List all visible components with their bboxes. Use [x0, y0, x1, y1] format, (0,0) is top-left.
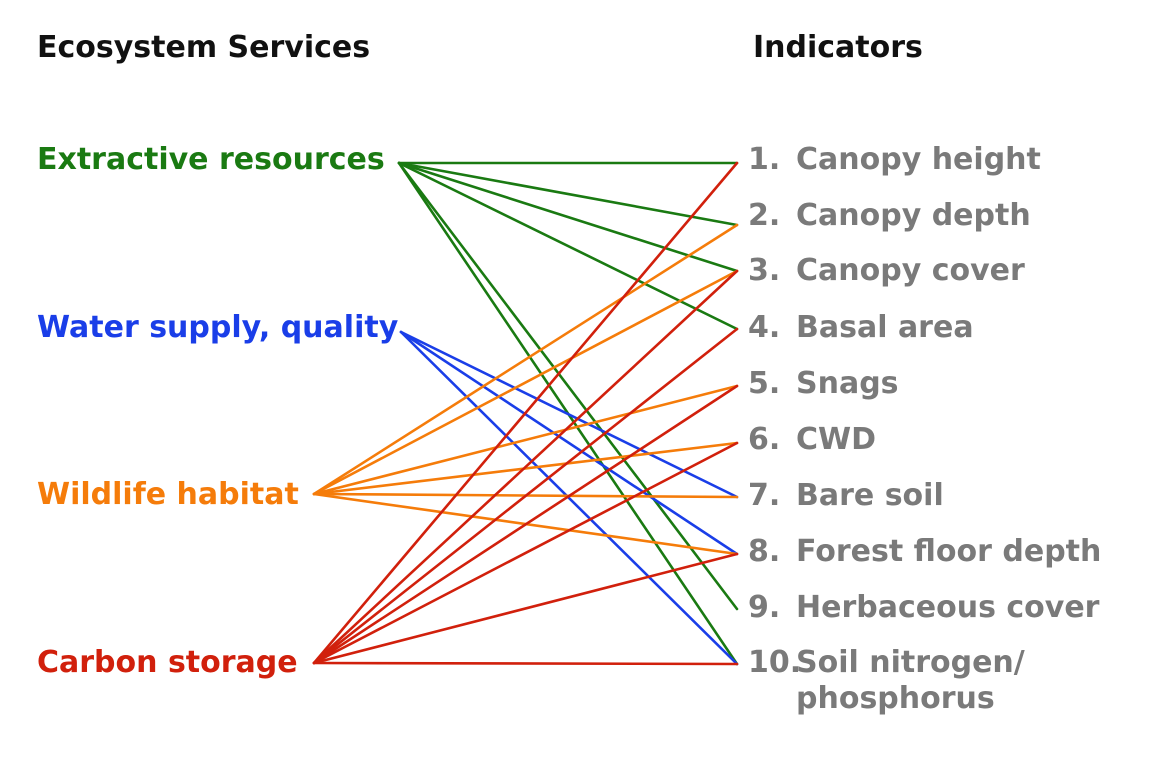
service-water-supply-quality: Water supply, quality — [37, 310, 399, 345]
link-extractive-to-indicator-3 — [397, 161, 739, 273]
indicator-9: 9. Herbaceous cover — [748, 590, 1099, 626]
indicator-number: 10. — [748, 645, 802, 680]
link-water-to-indicator-7 — [399, 330, 739, 499]
indicator-8: 8. Forest floor depth — [748, 534, 1101, 570]
link-carbon-to-indicator-10 — [312, 661, 739, 666]
link-extractive-to-indicator-9 — [397, 161, 739, 611]
indicator-label: Bare soil — [796, 478, 944, 513]
indicator-number: 8. — [748, 534, 781, 569]
link-wildlife-to-indicator-3 — [312, 269, 739, 496]
link-extractive-to-indicator-4 — [397, 161, 739, 331]
indicator-number: 2. — [748, 198, 781, 233]
indicator-number: 3. — [748, 253, 781, 288]
service-carbon-storage: Carbon storage — [37, 645, 298, 680]
indicator-label: Canopy cover — [796, 253, 1025, 288]
indicator-label: Soil nitrogen/ — [796, 645, 1025, 680]
link-carbon-to-indicator-8 — [312, 552, 739, 665]
indicator-label: Basal area — [796, 310, 974, 345]
indicator-1: 1. Canopy height — [748, 142, 1041, 178]
link-water-to-indicator-10 — [399, 330, 739, 666]
link-carbon-to-indicator-1 — [312, 161, 739, 665]
indicator-label: Forest floor depth — [796, 534, 1102, 569]
indicator-number: 4. — [748, 310, 781, 345]
indicator-10: 10.Soil nitrogen/ phosphorus — [748, 645, 1025, 717]
link-carbon-to-indicator-4 — [312, 327, 739, 665]
indicator-label-line2: phosphorus — [796, 681, 995, 716]
indicators-header: Indicators — [753, 30, 923, 65]
indicator-label: Canopy height — [796, 142, 1041, 177]
indicator-3: 3. Canopy cover — [748, 253, 1025, 289]
link-wildlife-to-indicator-2 — [312, 223, 739, 496]
indicator-5: 5. Snags — [748, 366, 899, 402]
indicator-label: CWD — [796, 422, 877, 457]
link-wildlife-to-indicator-5 — [312, 384, 739, 496]
indicator-number: 7. — [748, 478, 781, 513]
indicator-number: 6. — [748, 422, 781, 457]
indicator-number: 5. — [748, 366, 781, 401]
indicator-number: 1. — [748, 142, 781, 177]
indicator-4: 4. Basal area — [748, 310, 974, 346]
service-extractive-resources: Extractive resources — [37, 142, 385, 177]
indicator-2: 2. Canopy depth — [748, 198, 1031, 234]
services-header: Ecosystem Services — [37, 30, 371, 65]
indicator-6: 6. CWD — [748, 422, 876, 458]
indicator-7: 7. Bare soil — [748, 478, 944, 514]
service-wildlife-habitat: Wildlife habitat — [37, 477, 299, 512]
link-extractive-to-indicator-2 — [397, 161, 739, 227]
link-water-to-indicator-8 — [399, 330, 739, 556]
indicator-label: Canopy depth — [796, 198, 1031, 233]
indicator-number: 9. — [748, 590, 781, 625]
indicator-label: Herbaceous cover — [796, 590, 1100, 625]
link-carbon-to-indicator-5 — [312, 384, 739, 665]
link-carbon-to-indicator-6 — [312, 441, 739, 665]
indicator-label: Snags — [796, 366, 899, 401]
link-carbon-to-indicator-3 — [312, 269, 739, 665]
